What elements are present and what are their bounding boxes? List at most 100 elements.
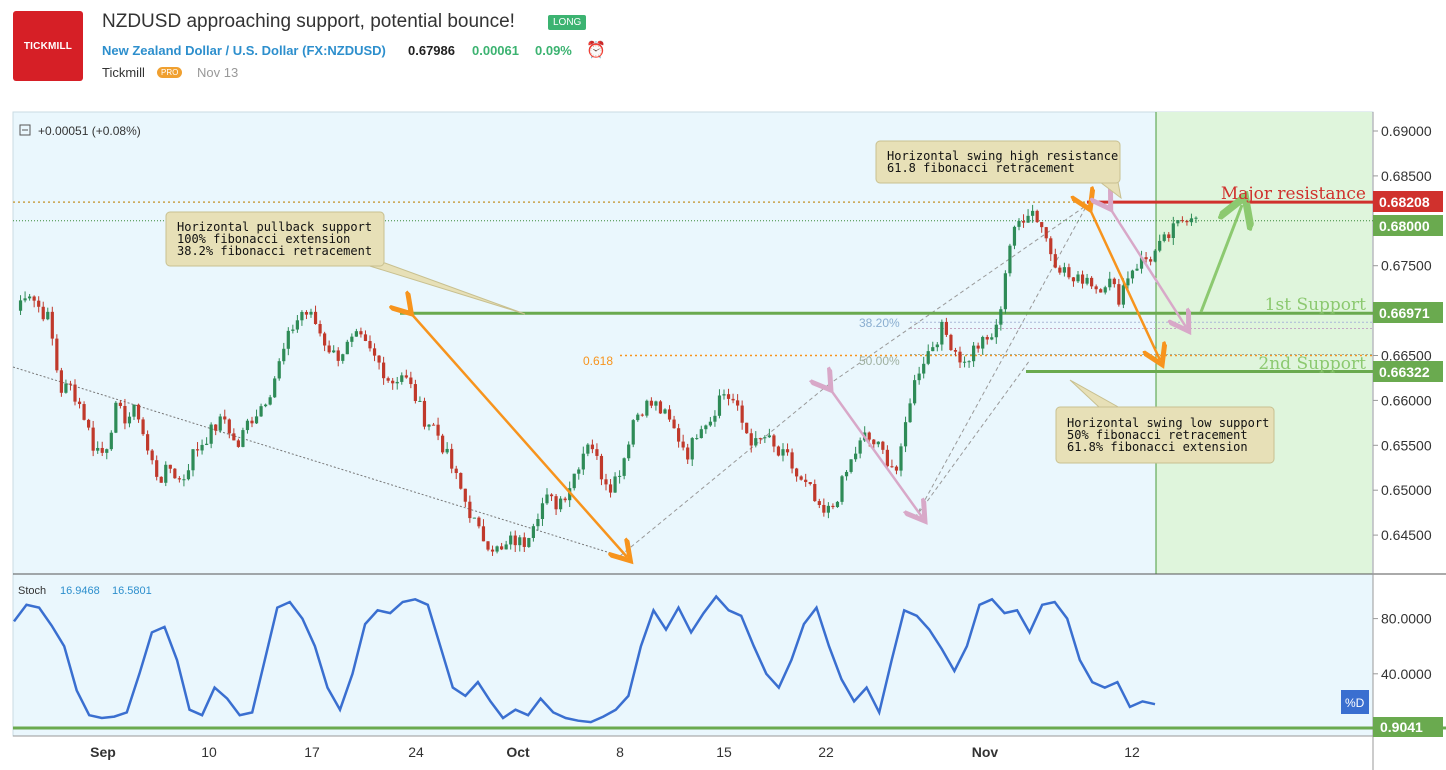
- candle-body: [1135, 268, 1139, 271]
- candle-body: [922, 363, 926, 374]
- candle-body: [445, 448, 449, 453]
- candle-body: [999, 309, 1003, 325]
- pair-name[interactable]: New Zealand Dollar / U.S. Dollar: [102, 43, 299, 58]
- time-axis: Sep 10 17 24 Oct 8 15 22 Nov 12: [90, 744, 1140, 760]
- callout-swing-low-line2: 50% fibonacci retracement: [1067, 428, 1248, 442]
- candle-body: [1194, 217, 1198, 219]
- y-tick-label: 0.67500: [1381, 258, 1432, 274]
- candle-body: [191, 449, 195, 471]
- candle-body: [708, 421, 712, 426]
- pink-measure-arrow-1: [828, 386, 922, 517]
- candle-body: [309, 311, 313, 315]
- candle-body: [522, 537, 526, 547]
- candle-body: [164, 464, 168, 483]
- candle-body: [422, 400, 427, 427]
- candle-body: [690, 438, 694, 460]
- candle-body: [205, 443, 209, 445]
- candle-body: [200, 444, 204, 451]
- candle-body: [726, 394, 731, 399]
- candle-body: [577, 469, 581, 474]
- candle-body: [831, 505, 835, 508]
- percent-d-tag: [1341, 690, 1369, 714]
- candle-body: [849, 459, 853, 472]
- candle-body: [899, 446, 903, 471]
- candle-body: [386, 378, 390, 381]
- candle-body: [763, 437, 767, 439]
- candle-body: [1026, 215, 1030, 223]
- first-support-price-value: 0.66971: [1379, 305, 1430, 321]
- candle-body: [318, 324, 322, 334]
- candle-body: [427, 424, 431, 427]
- resistance-price-tag: [1373, 191, 1443, 212]
- candle-body: [177, 478, 181, 480]
- candle-body: [436, 424, 440, 436]
- candle-body: [37, 300, 41, 307]
- pair-symbol[interactable]: (FX:NZDUSD): [302, 43, 386, 58]
- candle-body: [649, 400, 653, 406]
- major-resistance-label: Major resistance: [1221, 184, 1366, 204]
- candle-body: [1180, 220, 1184, 222]
- candle-body: [55, 338, 59, 371]
- stoch-label: Stoch: [18, 585, 46, 597]
- candle-body: [136, 404, 141, 420]
- candle-body: [572, 473, 576, 489]
- candle-body: [699, 429, 703, 439]
- candle-body: [622, 458, 626, 476]
- candle-body: [46, 311, 50, 320]
- candle-body: [976, 345, 980, 349]
- candle-body: [372, 348, 377, 356]
- candle-body: [454, 468, 458, 474]
- candle-body: [590, 444, 594, 450]
- candle-body: [953, 350, 958, 352]
- callout-swing-low-support: Horizontal swing low support 50% fibonac…: [1055, 379, 1275, 464]
- candle-body: [304, 311, 309, 315]
- candle-body: [477, 517, 481, 527]
- candle-body: [545, 494, 549, 504]
- candle-body: [885, 449, 889, 467]
- callout-resistance-line2: 61.8 fibonacci retracement: [887, 161, 1075, 175]
- candle-body: [958, 351, 962, 363]
- candle-body: [282, 348, 286, 362]
- candle-body: [155, 460, 159, 477]
- candle-body: [926, 351, 930, 364]
- alarm-clock-icon[interactable]: ⏰: [586, 42, 606, 59]
- candle-body: [91, 427, 95, 451]
- candle-body: [549, 494, 554, 497]
- collapse-pane-icon[interactable]: [19, 124, 31, 136]
- candle-body: [1171, 223, 1175, 239]
- candle-body: [168, 464, 172, 469]
- candle-body: [631, 420, 635, 445]
- symbol-link[interactable]: New Zealand Dollar / U.S. Dollar (FX:NZD…: [102, 43, 386, 58]
- candle-body: [581, 453, 585, 470]
- price-axis: 0.690000.685000.680000.675000.670000.665…: [1373, 123, 1432, 543]
- candle-body: [1185, 220, 1189, 223]
- candle-body: [146, 434, 150, 451]
- candle-body: [495, 546, 499, 552]
- stoch-k-value: 16.9468: [60, 585, 100, 597]
- candle-body: [354, 331, 358, 337]
- candle-body: [804, 479, 808, 483]
- current-price-tag: [1373, 215, 1443, 236]
- x-tick-label: 17: [304, 744, 320, 760]
- current-price-value: 0.68000: [1379, 218, 1430, 234]
- candle-body: [254, 416, 259, 424]
- candle-body: [563, 498, 567, 501]
- candle-body: [214, 424, 218, 431]
- candle-body: [418, 400, 422, 402]
- candle-body: [1012, 226, 1017, 246]
- candle-body: [87, 419, 91, 428]
- candle-body: [459, 473, 463, 489]
- stoch-level-value: 0.9041: [1380, 719, 1423, 735]
- candle-body: [604, 479, 608, 485]
- candle-body: [218, 416, 222, 431]
- candle-body: [627, 444, 631, 459]
- author-name[interactable]: Tickmill: [102, 65, 145, 80]
- candle-body: [32, 296, 36, 301]
- first-support-price-tag: [1373, 302, 1443, 323]
- candle-body: [1080, 274, 1085, 284]
- candle-body: [595, 449, 599, 456]
- stoch-tick-label: 40.0000: [1381, 666, 1432, 682]
- candle-body: [740, 405, 744, 423]
- stoch-axis: 80.0000 40.0000: [1373, 611, 1432, 682]
